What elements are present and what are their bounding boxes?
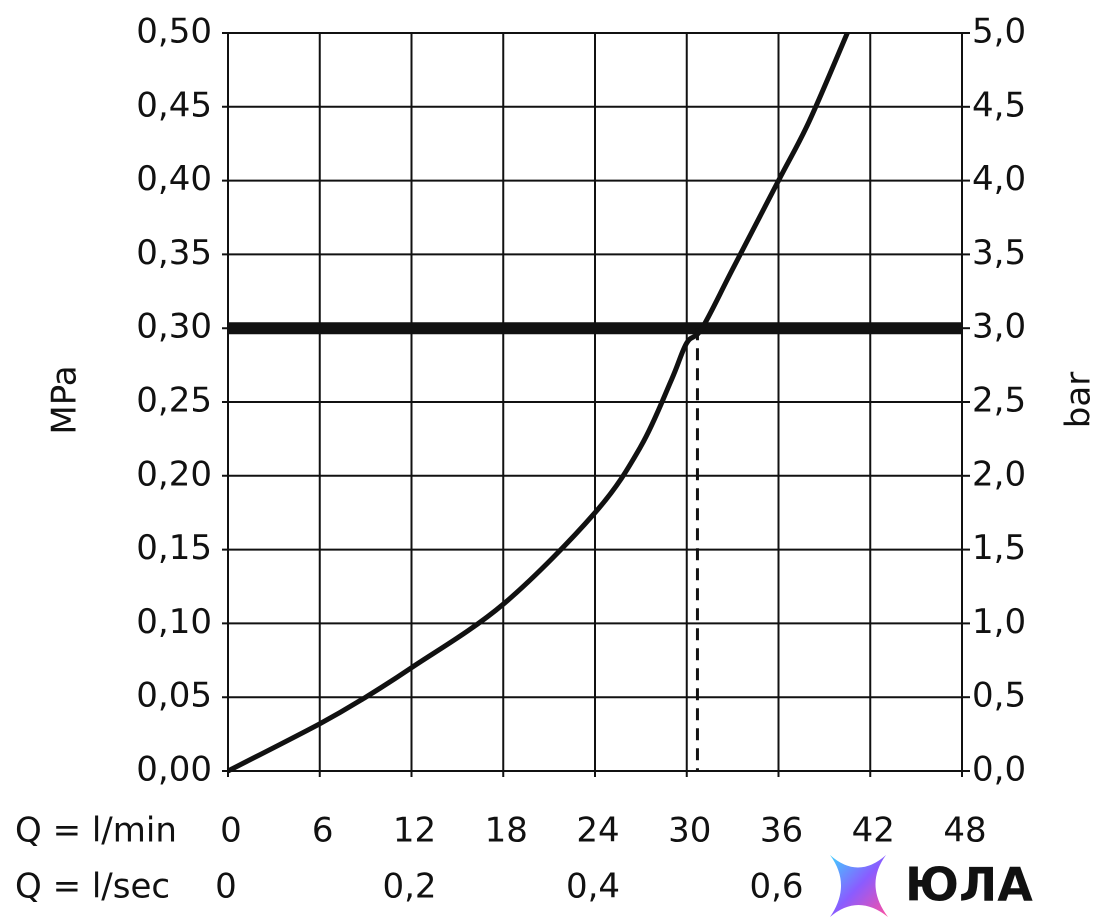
y-tick-label: 0,05 bbox=[136, 676, 212, 716]
x-tick-label: 0 bbox=[220, 811, 242, 851]
watermark: ЮЛА bbox=[905, 858, 1033, 912]
x-tick-label: 24 bbox=[576, 811, 619, 851]
y-tick-label: 0,40 bbox=[136, 159, 212, 199]
x2-tick-label: 0,2 bbox=[382, 867, 436, 907]
y2-axis-label: bar bbox=[1059, 372, 1099, 428]
x2-axis-label: Q = l/sec bbox=[15, 867, 170, 907]
y2-tick-label: 1,5 bbox=[972, 528, 1026, 568]
y2-tick-label: 3,5 bbox=[972, 233, 1026, 273]
x-tick-label: 18 bbox=[485, 811, 528, 851]
x-tick-label: 12 bbox=[393, 811, 436, 851]
y-tick-label: 0,30 bbox=[136, 307, 212, 347]
x-axis-label: Q = l/min bbox=[15, 811, 177, 851]
y2-tick-label: 4,5 bbox=[972, 85, 1026, 125]
y-tick-label: 0,00 bbox=[136, 750, 212, 790]
y2-tick-label: 1,0 bbox=[972, 602, 1026, 642]
y2-tick-label: 4,0 bbox=[972, 159, 1026, 199]
x-tick-label: 6 bbox=[312, 811, 334, 851]
y2-tick-label: 3,0 bbox=[972, 307, 1026, 347]
y-tick-label: 0,25 bbox=[136, 381, 212, 421]
y-tick-label: 0,45 bbox=[136, 85, 212, 125]
y2-tick-label: 0,0 bbox=[972, 750, 1026, 790]
y-tick-label: 0,20 bbox=[136, 454, 212, 494]
y2-tick-label: 0,5 bbox=[972, 676, 1026, 716]
logo-icon bbox=[830, 855, 888, 917]
x2-tick-label: 0 bbox=[215, 867, 237, 907]
y2-tick-label: 2,5 bbox=[972, 381, 1026, 421]
curve bbox=[226, 32, 850, 774]
y2-tick-label: 2,0 bbox=[972, 454, 1026, 494]
x2-tick-label: 0,4 bbox=[566, 867, 620, 907]
y2-tick-label: 5,0 bbox=[972, 12, 1026, 52]
x-tick-label: 48 bbox=[943, 811, 986, 851]
y-tick-label: 0,35 bbox=[136, 233, 212, 273]
x-tick-label: 30 bbox=[668, 811, 711, 851]
y-tick-label: 0,50 bbox=[136, 12, 212, 52]
x-tick-label: 42 bbox=[852, 811, 895, 851]
y-tick-label: 0,15 bbox=[136, 528, 212, 568]
y-axis-label: MPa bbox=[45, 365, 85, 434]
y-tick-label: 0,10 bbox=[136, 602, 212, 642]
x-tick-label: 36 bbox=[760, 811, 803, 851]
x2-tick-label: 0,6 bbox=[749, 867, 803, 907]
